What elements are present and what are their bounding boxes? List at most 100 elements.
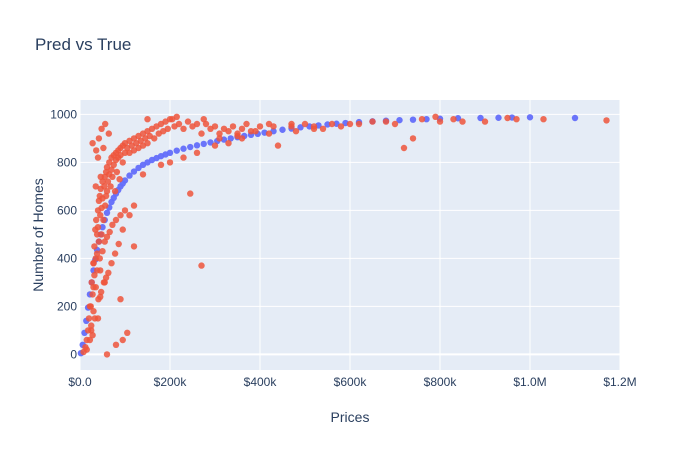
true-point bbox=[151, 135, 158, 142]
true-point bbox=[288, 120, 295, 128]
pred-point bbox=[126, 172, 133, 179]
pred-point bbox=[135, 164, 142, 172]
true-point bbox=[108, 260, 115, 267]
true-point bbox=[513, 116, 520, 123]
pred-point bbox=[103, 209, 111, 216]
true-point bbox=[88, 322, 95, 329]
true-point bbox=[119, 226, 126, 233]
y-tick-label: 600 bbox=[57, 203, 77, 217]
true-point bbox=[119, 159, 126, 166]
true-point bbox=[328, 120, 336, 128]
x-axis-title: Prices bbox=[331, 409, 370, 425]
true-point bbox=[112, 341, 120, 348]
true-point bbox=[126, 212, 133, 219]
true-point bbox=[86, 336, 94, 344]
true-point bbox=[103, 351, 111, 358]
true-point bbox=[157, 161, 165, 168]
true-point bbox=[400, 144, 408, 152]
true-point bbox=[111, 250, 119, 257]
pred-point bbox=[166, 149, 174, 156]
true-series bbox=[80, 113, 610, 358]
true-point bbox=[101, 238, 108, 245]
true-point bbox=[98, 231, 105, 238]
true-point bbox=[104, 178, 112, 185]
pred-point bbox=[207, 139, 214, 146]
x-tick-label: $200k bbox=[154, 375, 188, 389]
true-point bbox=[144, 116, 151, 123]
pred-point bbox=[279, 126, 286, 133]
true-point bbox=[91, 272, 98, 279]
true-point bbox=[109, 173, 116, 180]
true-point bbox=[119, 336, 126, 344]
pred-point bbox=[477, 114, 484, 122]
true-point bbox=[274, 142, 282, 149]
pred-point bbox=[571, 114, 579, 122]
pred-point bbox=[180, 145, 187, 152]
pred-point bbox=[227, 135, 234, 142]
pred-point bbox=[297, 124, 304, 131]
y-tick-label: 400 bbox=[57, 251, 77, 265]
true-point bbox=[94, 154, 102, 161]
true-point bbox=[211, 142, 219, 149]
true-point bbox=[225, 140, 232, 147]
true-point bbox=[238, 125, 246, 132]
true-point bbox=[117, 296, 124, 303]
true-point bbox=[93, 216, 100, 224]
true-point bbox=[337, 123, 345, 130]
true-point bbox=[102, 192, 110, 200]
true-point bbox=[265, 130, 273, 137]
pred-point bbox=[396, 116, 403, 124]
true-point bbox=[247, 128, 255, 135]
true-point bbox=[603, 117, 610, 124]
true-point bbox=[504, 114, 511, 122]
true-point bbox=[175, 120, 183, 128]
x-tick-label: $0.0 bbox=[68, 375, 92, 389]
true-point bbox=[106, 228, 113, 236]
true-point bbox=[319, 125, 327, 132]
true-point bbox=[101, 279, 108, 286]
true-point bbox=[107, 183, 114, 190]
true-point bbox=[211, 123, 219, 130]
true-point bbox=[111, 188, 119, 195]
pred-point bbox=[495, 114, 502, 121]
true-point bbox=[90, 284, 97, 291]
true-point bbox=[436, 118, 444, 125]
true-point bbox=[540, 116, 547, 123]
true-point bbox=[99, 178, 106, 185]
pred-point bbox=[423, 116, 430, 123]
true-point bbox=[93, 231, 101, 238]
x-tick-label: $1.2M bbox=[603, 375, 636, 389]
true-point bbox=[96, 255, 104, 262]
true-point bbox=[198, 262, 205, 269]
true-point bbox=[108, 166, 115, 173]
true-point bbox=[121, 207, 129, 214]
true-point bbox=[187, 190, 194, 197]
true-point bbox=[418, 116, 426, 123]
true-point bbox=[459, 118, 466, 125]
true-point bbox=[97, 288, 105, 296]
true-point bbox=[113, 168, 121, 176]
true-point bbox=[164, 125, 171, 132]
true-point bbox=[90, 260, 97, 267]
true-point bbox=[100, 216, 107, 224]
true-point bbox=[97, 293, 104, 300]
pred-point bbox=[187, 143, 194, 151]
true-point bbox=[252, 128, 259, 135]
x-tick-label: $400k bbox=[244, 375, 278, 389]
tick-layer: $0.0 $200k $400k $600k $800k $1.0M $1.2M 0 200 40… bbox=[50, 107, 636, 389]
true-point bbox=[92, 183, 99, 190]
true-point bbox=[409, 135, 417, 142]
true-point bbox=[193, 149, 201, 156]
pred-point bbox=[173, 147, 180, 154]
true-point bbox=[166, 159, 174, 166]
true-point bbox=[180, 125, 187, 132]
pred-point bbox=[121, 177, 129, 184]
true-point bbox=[346, 120, 354, 128]
y-tick-label: 1000 bbox=[50, 107, 77, 121]
true-point bbox=[256, 123, 264, 130]
true-point bbox=[89, 332, 96, 339]
true-point bbox=[97, 173, 104, 180]
true-point bbox=[91, 243, 98, 250]
chart-title: Pred vs True bbox=[35, 35, 131, 54]
